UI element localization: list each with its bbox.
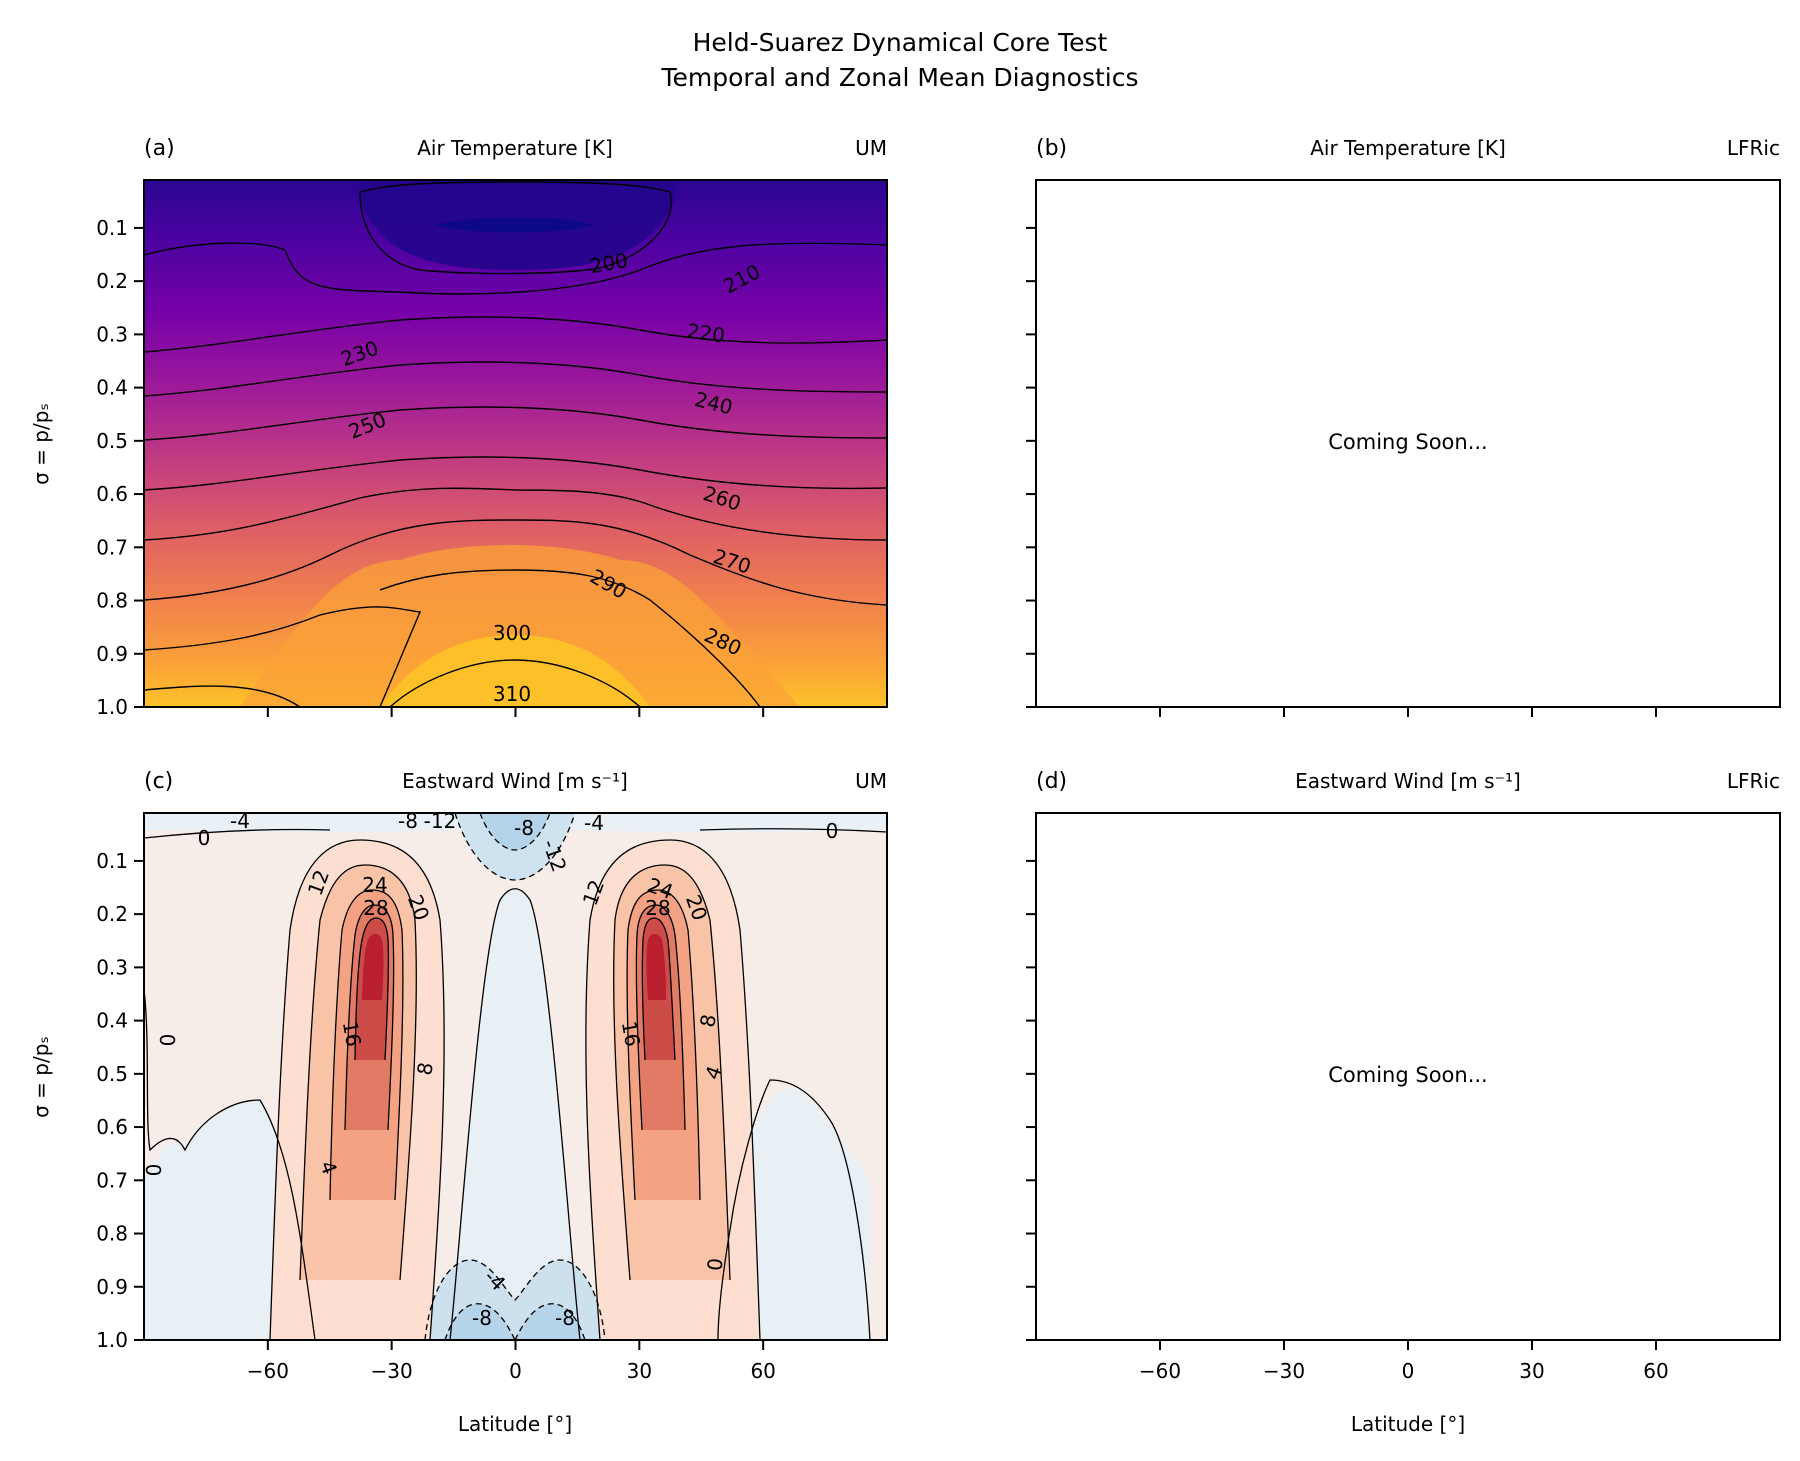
svg-text:220: 220 xyxy=(685,319,726,348)
svg-text:28: 28 xyxy=(645,896,670,920)
panel-d-xtick-label: −30 xyxy=(1263,1359,1305,1383)
panel-c-label: (c) xyxy=(144,769,173,794)
panel-a-ytick-label: 0.1 xyxy=(96,216,128,240)
panel-a-ytick-label: 0.9 xyxy=(96,642,128,666)
svg-text:-8: -8 xyxy=(398,809,418,833)
panel-c-xtick-label: 0 xyxy=(509,1359,522,1383)
panel-a-title: Air Temperature [K] xyxy=(417,136,613,160)
panel-c-title: Eastward Wind [m s⁻¹] xyxy=(402,769,628,793)
svg-text:0: 0 xyxy=(155,1034,179,1047)
panel-a-model: UM xyxy=(855,136,887,160)
wind-contour-labels: 0 0 0 0 0 -4 -4 -8 -8 -12 -12 -4 -8 -8 4… xyxy=(141,809,839,1330)
panel-b-title: Air Temperature [K] xyxy=(1310,136,1506,160)
panel-a-ytick-label: 0.3 xyxy=(96,322,128,346)
svg-text:8: 8 xyxy=(695,1012,721,1029)
svg-text:24: 24 xyxy=(362,873,387,897)
panel-a-ytick-label: 0.4 xyxy=(96,376,128,400)
svg-text:310: 310 xyxy=(493,682,531,706)
svg-text:-4: -4 xyxy=(230,809,250,833)
wind-field: 0 0 0 0 0 -4 -4 -8 -8 -12 -12 -4 -8 -8 4… xyxy=(141,809,887,1340)
svg-text:-12: -12 xyxy=(424,809,457,833)
panel-a-ytick-label: 0.7 xyxy=(96,535,128,559)
svg-text:-4: -4 xyxy=(584,811,604,835)
panel-c: (c) Eastward Wind [m s⁻¹] UM xyxy=(141,769,888,1341)
panel-c-ytick-label: 0.1 xyxy=(96,849,128,873)
axes-layer: 0.1 0.2 0.3 0.4 0.5 0.6 0.7 0.8 0.9 1.0 0.1 0.2 0.3 0… xyxy=(96,216,1669,1383)
panel-b-placeholder: Coming Soon... xyxy=(1328,430,1487,454)
panel-c-ylabel: σ = p/pₛ xyxy=(29,1036,53,1118)
panel-d-model: LFRic xyxy=(1727,769,1780,793)
panel-b-label: (b) xyxy=(1036,136,1067,161)
panel-c-xlabel: Latitude [°] xyxy=(458,1412,572,1436)
panel-c-xtick-label: 30 xyxy=(627,1359,652,1383)
svg-text:16: 16 xyxy=(617,1019,645,1048)
panel-c-ytick-label: 0.4 xyxy=(96,1009,128,1033)
panel-d-xtick-label: −60 xyxy=(1139,1359,1181,1383)
panel-d-label: (d) xyxy=(1036,769,1067,794)
svg-text:0: 0 xyxy=(141,1164,165,1177)
panel-c-ytick-label: 0.3 xyxy=(96,955,128,979)
panel-d-xtick-label: 30 xyxy=(1519,1359,1544,1383)
wind-contours xyxy=(144,828,887,1340)
panel-a-ytick-label: 1.0 xyxy=(96,695,128,719)
panel-d: (d) Eastward Wind [m s⁻¹] LFRic Coming S… xyxy=(1035,769,1781,1341)
panel-b-frame xyxy=(1035,179,1781,708)
svg-text:-8: -8 xyxy=(555,1306,575,1330)
svg-text:-8: -8 xyxy=(514,816,534,840)
panel-a: (a) Air Temperature [K] UM xyxy=(143,136,888,708)
panel-c-xtick-label: 60 xyxy=(750,1359,775,1383)
panel-d-frame xyxy=(1035,812,1781,1341)
panel-a-ytick-label: 0.5 xyxy=(96,429,128,453)
panel-c-xtick-label: −30 xyxy=(371,1359,413,1383)
temperature-contours xyxy=(144,181,887,707)
panel-c-ytick-label: 0.9 xyxy=(96,1275,128,1299)
panel-c-ytick-label: 0.5 xyxy=(96,1062,128,1086)
wind-negative-contours xyxy=(424,813,606,1340)
panel-a-ylabel: σ = p/pₛ xyxy=(29,403,53,485)
svg-text:0: 0 xyxy=(826,819,839,843)
panel-b: (b) Air Temperature [K] LFRic Coming Soo… xyxy=(1035,136,1781,708)
panel-c-ytick-label: 0.6 xyxy=(96,1115,128,1139)
svg-text:28: 28 xyxy=(363,896,388,920)
panel-a-label: (a) xyxy=(144,136,175,161)
panel-d-xtick-label: 0 xyxy=(1402,1359,1415,1383)
panel-c-ytick-label: 0.2 xyxy=(96,902,128,926)
panel-b-model: LFRic xyxy=(1727,136,1780,160)
panel-c-ytick-label: 1.0 xyxy=(96,1328,128,1352)
svg-text:8: 8 xyxy=(412,1060,438,1077)
panel-c-ytick-label: 0.7 xyxy=(96,1168,128,1192)
panel-c-model: UM xyxy=(855,769,887,793)
panel-a-ytick-label: 0.6 xyxy=(96,482,128,506)
panel-a-ytick-label: 0.2 xyxy=(96,269,128,293)
panel-d-xlabel: Latitude [°] xyxy=(1351,1412,1465,1436)
panel-d-title: Eastward Wind [m s⁻¹] xyxy=(1295,769,1521,793)
suptitle-line1: Held-Suarez Dynamical Core Test xyxy=(693,28,1108,57)
svg-text:16: 16 xyxy=(338,1019,366,1048)
panel-d-xtick-label: 60 xyxy=(1643,1359,1668,1383)
panel-d-placeholder: Coming Soon... xyxy=(1328,1063,1487,1087)
panel-c-ytick-label: 0.8 xyxy=(96,1222,128,1246)
temperature-field: 200 210 220 230 240 250 260 270 280 290 … xyxy=(144,180,887,707)
panel-c-xtick-label: −60 xyxy=(247,1359,289,1383)
svg-text:0: 0 xyxy=(703,1257,728,1272)
svg-text:-8: -8 xyxy=(472,1306,492,1330)
svg-text:300: 300 xyxy=(493,621,531,645)
suptitle-line2: Temporal and Zonal Mean Diagnostics xyxy=(660,63,1138,92)
svg-text:0: 0 xyxy=(198,826,211,850)
panel-a-ytick-label: 0.8 xyxy=(96,589,128,613)
